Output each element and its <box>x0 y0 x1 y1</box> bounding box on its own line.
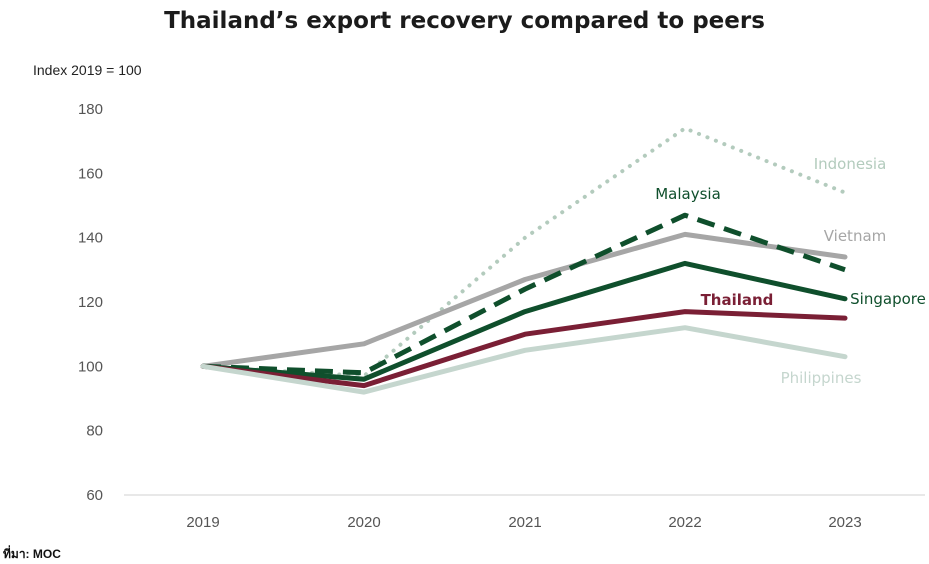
y-tick-label: 140 <box>78 230 103 247</box>
series-line-singapore <box>200 260 848 382</box>
y-tick-labels: 60 80 100 120 140 160 180 <box>78 101 103 504</box>
series-labels: Indonesia Vietnam Malaysia Singapore Thailan… <box>655 155 926 387</box>
y-tick-label: 60 <box>86 487 103 504</box>
series-line-vietnam <box>200 231 848 369</box>
series-lines <box>200 126 848 395</box>
x-tick-label: 2020 <box>347 514 380 531</box>
source-note: ที่มา: MOC <box>3 547 61 561</box>
series-line-malaysia <box>202 212 846 376</box>
x-tick-labels: 2019 2020 2021 2022 2023 <box>186 514 861 531</box>
series-label-vietnam: Vietnam <box>824 227 887 245</box>
series-label-indonesia: Indonesia <box>814 155 887 173</box>
y-tick-label: 80 <box>86 423 103 440</box>
x-tick-label: 2023 <box>828 514 861 531</box>
x-tick-label: 2019 <box>186 514 219 531</box>
series-label-malaysia: Malaysia <box>655 185 721 203</box>
series-line-philippines <box>200 325 848 395</box>
chart-title: Thailand’s export recovery compared to p… <box>164 8 765 34</box>
series-label-thailand: Thailand <box>701 291 774 309</box>
y-axis-label: Index 2019 = 100 <box>33 62 142 78</box>
series-line-thailand <box>200 309 848 389</box>
y-tick-label: 180 <box>78 101 103 118</box>
y-tick-label: 160 <box>78 165 103 182</box>
series-label-singapore: Singapore <box>850 290 926 308</box>
series-label-philippines: Philippines <box>781 369 862 387</box>
x-tick-label: 2022 <box>668 514 701 531</box>
x-tick-label: 2021 <box>508 514 541 531</box>
y-tick-label: 120 <box>78 294 103 311</box>
y-tick-label: 100 <box>78 358 103 375</box>
line-chart: 60 80 100 120 140 160 180 2019 2020 2021 2022 2023… <box>78 101 926 531</box>
